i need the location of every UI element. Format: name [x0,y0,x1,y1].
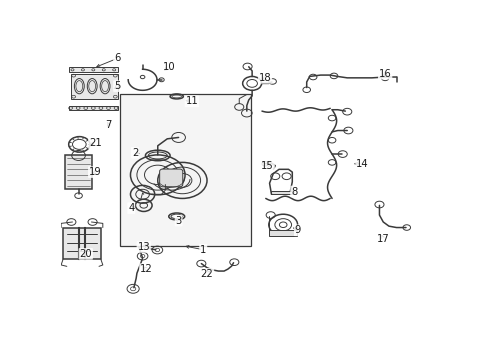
Text: 15: 15 [261,161,273,171]
Text: 21: 21 [89,138,102,148]
Text: 6: 6 [114,53,120,63]
Text: 1: 1 [200,245,206,255]
Text: 18: 18 [258,73,271,83]
Text: 10: 10 [163,62,175,72]
Text: 17: 17 [376,234,389,244]
Text: 22: 22 [200,269,213,279]
Text: 13: 13 [137,242,150,252]
Text: 16: 16 [378,69,391,79]
Bar [268,230,297,236]
Text: 11: 11 [185,96,198,107]
Text: 19: 19 [89,167,102,177]
Bar [70,74,118,99]
Text: 5: 5 [114,81,120,91]
Text: 8: 8 [290,186,297,197]
Text: 20: 20 [79,249,92,259]
Bar [120,94,250,246]
Bar [68,106,118,110]
Bar [65,156,92,189]
Text: 14: 14 [355,159,368,169]
Bar [68,67,118,72]
Text: 4: 4 [128,203,134,213]
Text: 9: 9 [294,225,301,235]
FancyBboxPatch shape [159,169,183,187]
Text: 2: 2 [132,148,138,158]
Bar [271,191,292,194]
Text: 12: 12 [140,264,152,274]
Text: 7: 7 [105,120,111,130]
Bar [63,228,101,260]
Text: 3: 3 [175,216,182,226]
